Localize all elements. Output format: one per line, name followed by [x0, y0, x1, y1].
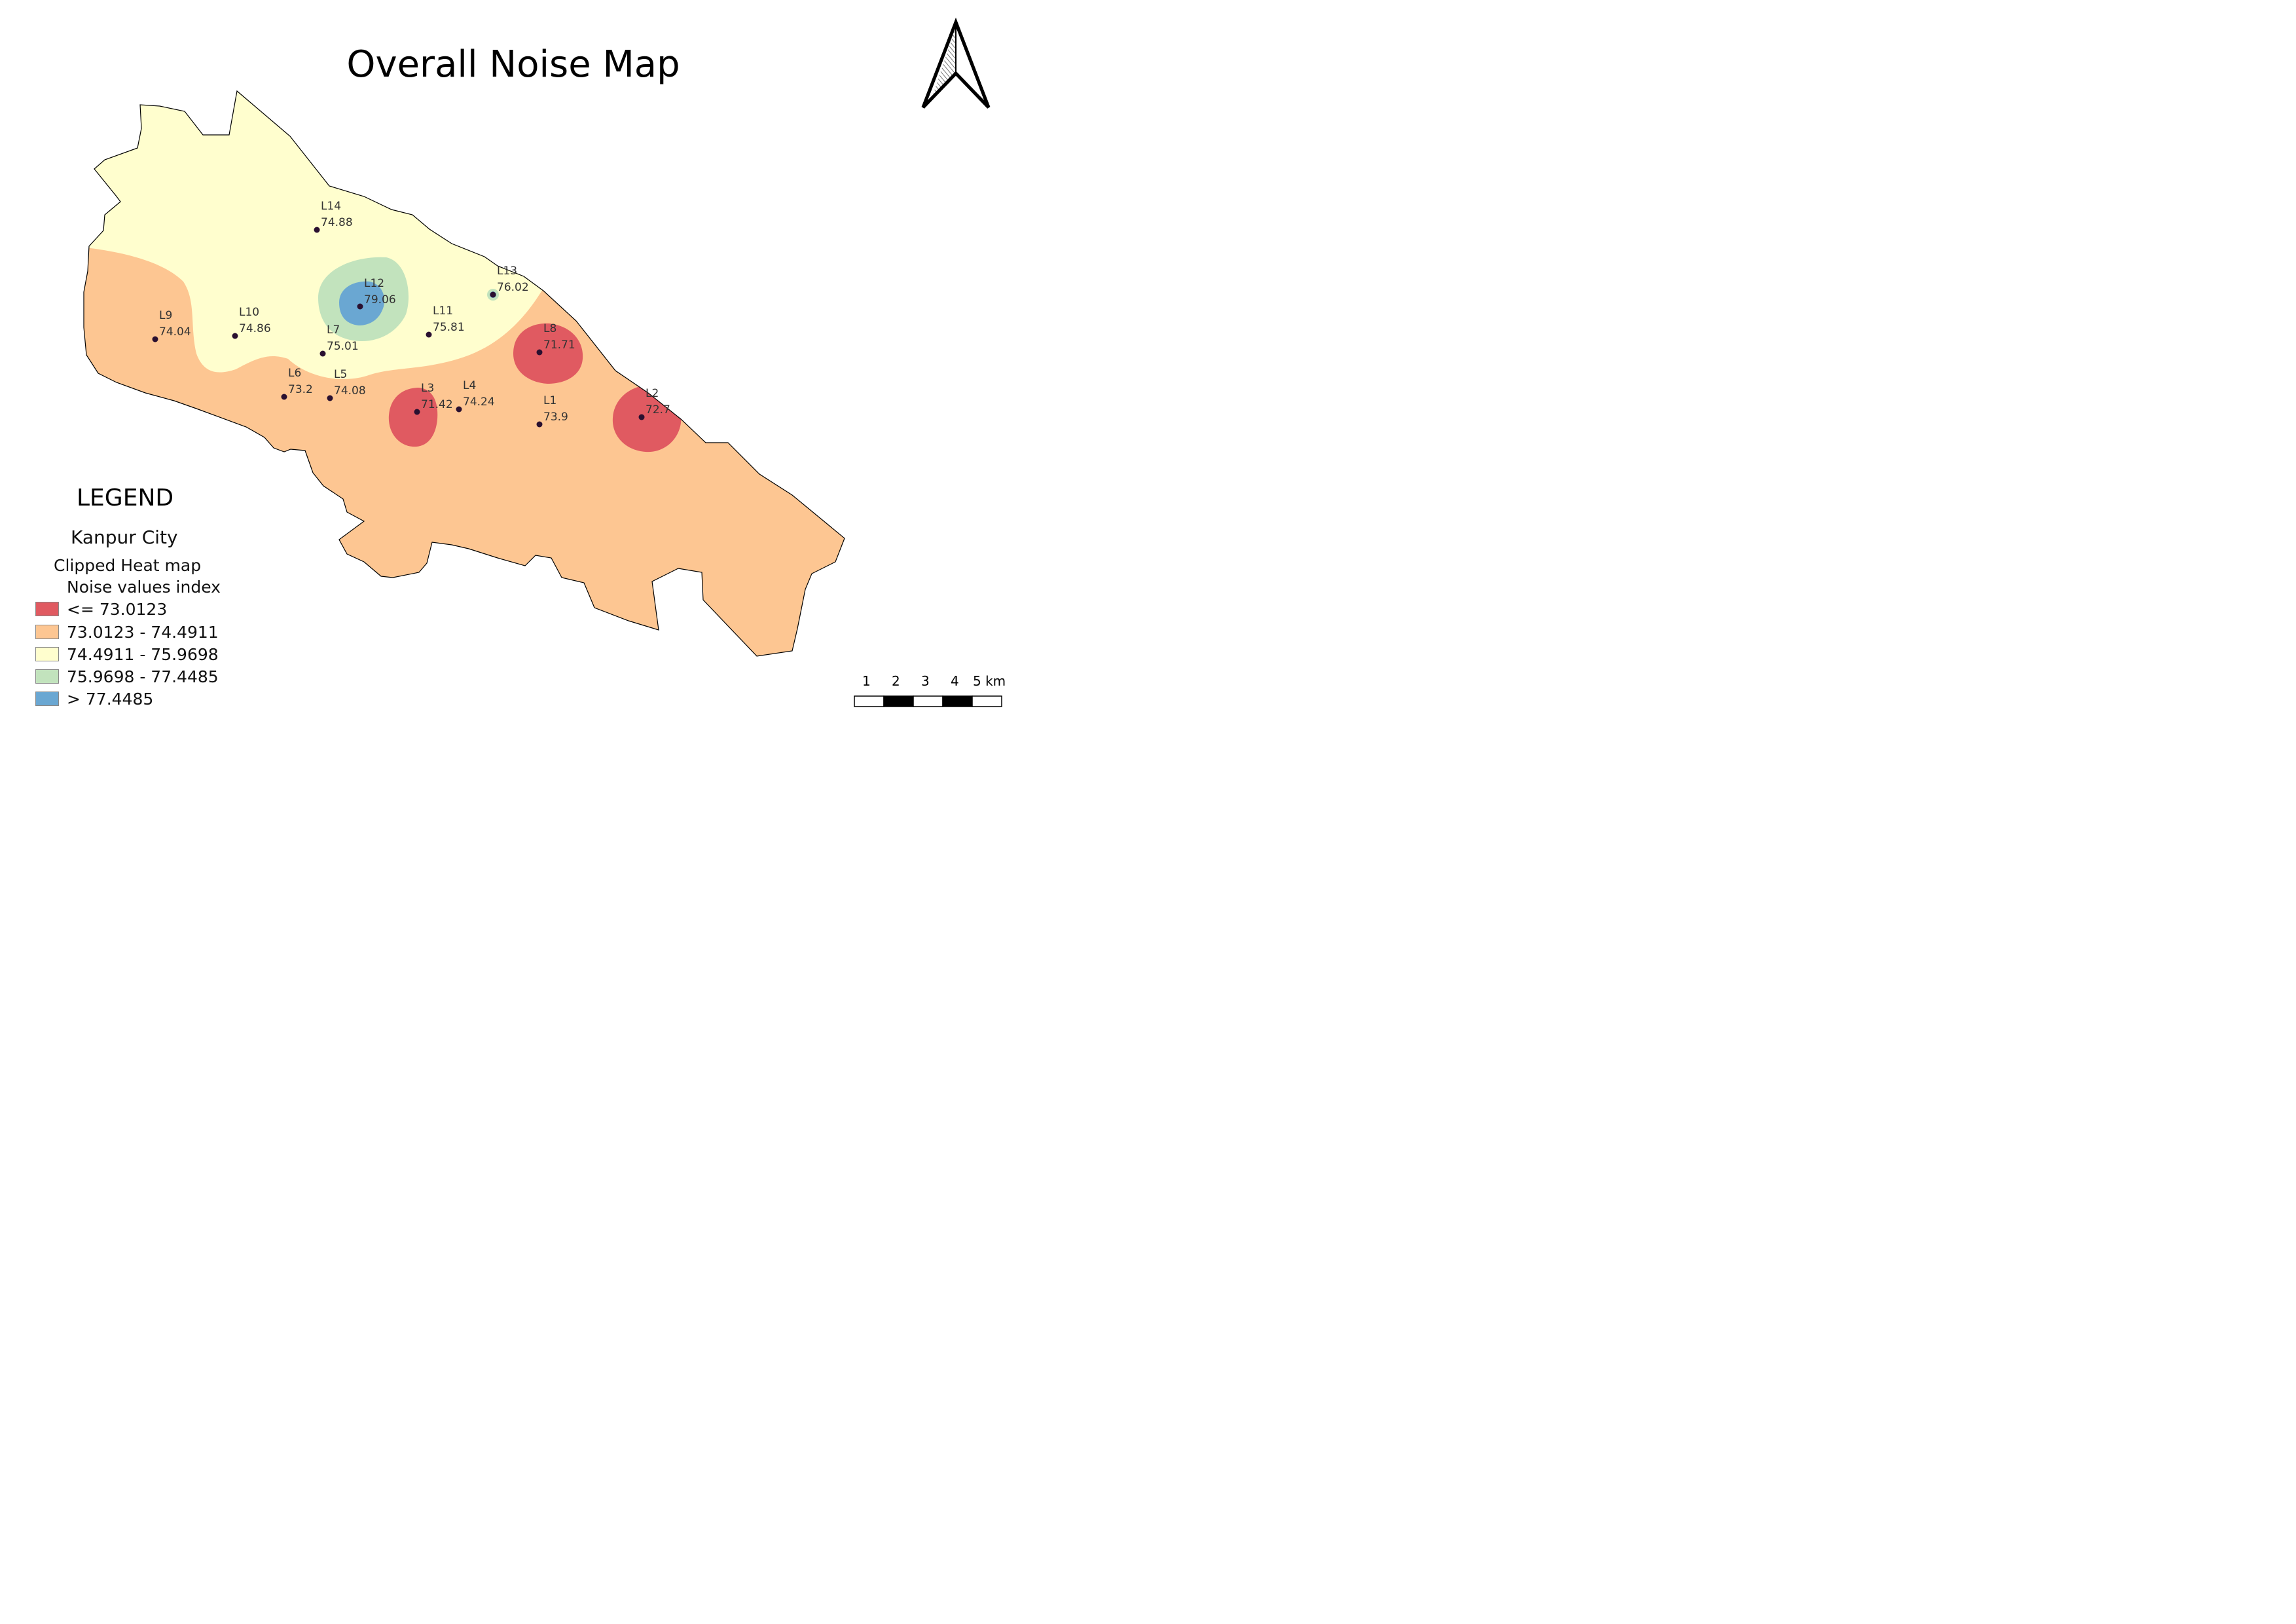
- legend-swatch: [35, 692, 59, 706]
- station-value-label: 73.9: [543, 411, 568, 424]
- station-point: [414, 409, 420, 415]
- heat-zone-red-l8: [513, 323, 583, 384]
- station-id-label: L7: [327, 323, 340, 337]
- station-point: [357, 303, 363, 310]
- north-arrow-icon: [921, 18, 991, 109]
- legend-class-3: 74.4911 - 75.9698: [35, 644, 219, 664]
- station-point: [314, 227, 320, 233]
- station-point: [281, 394, 287, 400]
- station-point: [536, 421, 543, 428]
- station-value-label: 71.71: [543, 339, 575, 352]
- legend-class-4: 75.9698 - 77.4485: [35, 667, 219, 686]
- station-value-label: 79.06: [364, 293, 396, 306]
- station-id-label: L9: [159, 309, 172, 322]
- map-layout: L1 73.9 L2 72.7 L3 71.42 L4 74.24 L5 74.08 L6 73.2 L…: [0, 0, 1027, 726]
- station-point: [490, 291, 496, 298]
- legend-class-1: <= 73.0123: [35, 599, 168, 619]
- station-l13: L13 76.02: [490, 265, 529, 298]
- station-l14: L14 74.88: [314, 200, 353, 233]
- station-l7: L7 75.01: [319, 323, 359, 357]
- station-point: [232, 333, 238, 339]
- station-id-label: L11: [433, 304, 453, 318]
- station-point: [327, 395, 333, 401]
- station-point: [536, 349, 543, 356]
- station-value-label: 74.04: [159, 325, 191, 339]
- station-id-label: L14: [321, 200, 341, 213]
- legend-class-label: 75.9698 - 77.4485: [67, 667, 219, 686]
- station-point: [319, 350, 326, 357]
- station-value-label: 74.24: [463, 396, 495, 409]
- station-id-label: L2: [646, 387, 659, 400]
- legend-boundary-layer: Kanpur City: [71, 526, 178, 548]
- station-point: [456, 406, 462, 413]
- station-l11: L11 75.81: [426, 304, 465, 338]
- scale-tick-1: 1: [862, 673, 871, 689]
- station-point: [152, 336, 158, 342]
- station-l10: L10 74.86: [232, 306, 271, 339]
- station-id-label: L3: [421, 382, 434, 395]
- station-value-label: 74.88: [321, 216, 353, 229]
- scale-tick-3: 3: [921, 673, 930, 689]
- station-l3: L3 71.42: [414, 382, 453, 415]
- legend-class-2: 73.0123 - 74.4911: [35, 622, 219, 642]
- noise-stations-layer: L173.9L272.7L371.42L474.24L574.08L673.2L…: [152, 200, 670, 428]
- scale-tick-5km: 5 km: [973, 673, 1006, 689]
- station-id-label: L6: [288, 367, 301, 380]
- station-value-label: 74.08: [334, 384, 366, 397]
- legend-heading: LEGEND: [77, 485, 174, 511]
- station-l1: L1 73.9: [536, 394, 568, 428]
- station-l6: L6 73.2: [281, 367, 313, 400]
- scale-tick-4: 4: [951, 673, 959, 689]
- legend-swatch: [35, 647, 59, 661]
- legend-swatch: [35, 602, 59, 616]
- station-id-label: L12: [364, 277, 384, 290]
- station-l4: L4 74.24: [456, 379, 495, 413]
- scale-bar: [854, 695, 1002, 707]
- station-value-label: 71.42: [421, 398, 453, 411]
- station-id-label: L10: [239, 306, 259, 319]
- station-value-label: 76.02: [497, 281, 529, 294]
- station-id-label: L1: [543, 394, 556, 407]
- station-value-label: 72.7: [646, 403, 670, 416]
- legend-class-label: <= 73.0123: [67, 599, 168, 619]
- station-id-label: L4: [463, 379, 476, 392]
- station-id-label: L13: [497, 265, 517, 278]
- legend-heat-layer: Clipped Heat map: [54, 556, 202, 575]
- legend-class-label: > 77.4485: [67, 689, 154, 709]
- legend-class-label: 74.4911 - 75.9698: [67, 644, 219, 664]
- station-l12: L12 79.06: [357, 277, 396, 310]
- heat-zone-red-l3: [388, 388, 438, 447]
- map-title: Overall Noise Map: [346, 43, 680, 86]
- station-l8: L8 71.71: [536, 322, 575, 356]
- legend-index-title: Noise values index: [67, 578, 221, 597]
- scale-tick-2: 2: [892, 673, 900, 689]
- legend-class-label: 73.0123 - 74.4911: [67, 622, 219, 642]
- heat-zone-blue: [339, 281, 385, 325]
- station-l9: L9 74.04: [152, 309, 191, 342]
- station-l5: L5 74.08: [327, 368, 366, 401]
- station-value-label: 75.81: [433, 321, 465, 334]
- station-point: [638, 414, 645, 420]
- legend-class-5: > 77.4485: [35, 689, 154, 709]
- station-l2: L2 72.7: [638, 387, 670, 420]
- kanpur-city-boundary: [83, 90, 845, 657]
- station-id-label: L5: [334, 368, 347, 381]
- station-id-label: L8: [543, 322, 556, 335]
- station-value-label: 74.86: [239, 322, 271, 335]
- noise-map: L173.9L272.7L371.42L474.24L574.08L673.2L…: [83, 18, 1002, 707]
- legend-swatch: [35, 625, 59, 639]
- station-value-label: 75.01: [327, 340, 359, 353]
- legend-swatch: [35, 669, 59, 684]
- station-value-label: 73.2: [288, 383, 313, 396]
- station-point: [426, 331, 432, 338]
